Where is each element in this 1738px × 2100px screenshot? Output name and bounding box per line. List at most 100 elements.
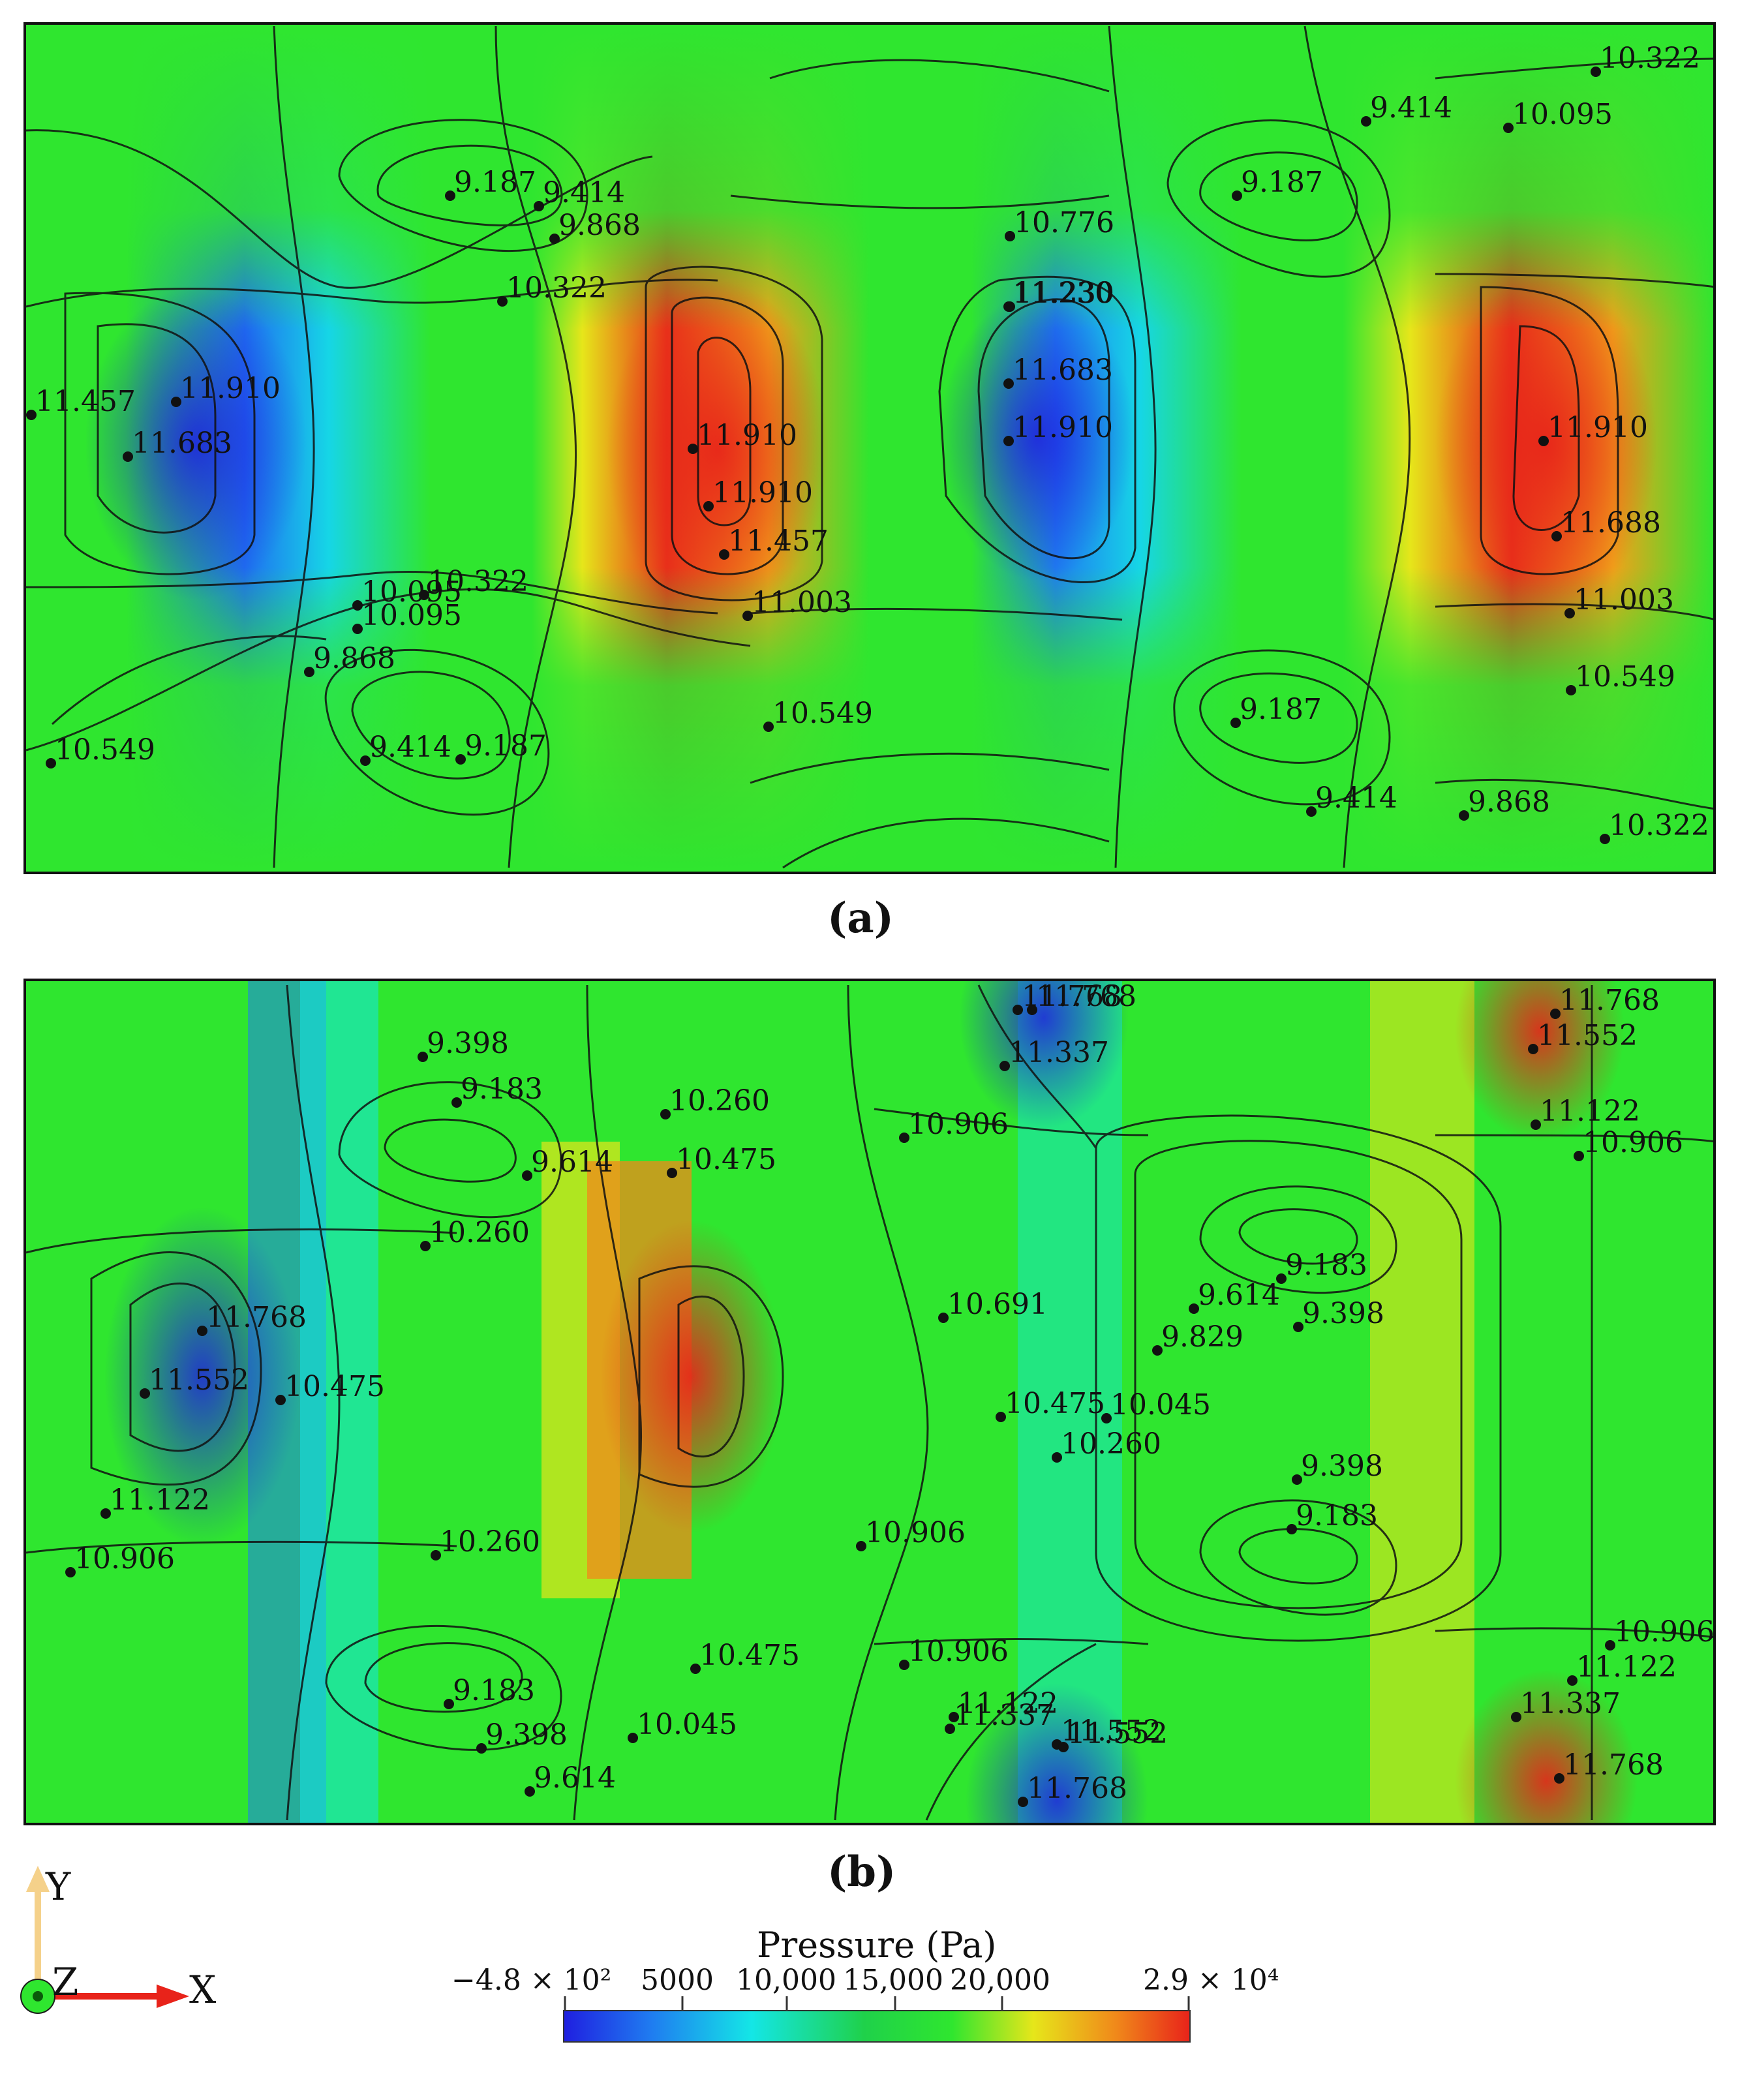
contour-label-dot — [667, 1168, 677, 1178]
contour-label: 10.322 — [506, 271, 607, 305]
contour-label: 11.552 — [1067, 1717, 1168, 1750]
contour-label-dot — [534, 201, 544, 211]
colorbar-max-label: 2.9 × 10⁴ — [1143, 1964, 1279, 1997]
colorbar-tick-10000: 10,000 — [736, 1964, 836, 1997]
contour-label: 10.549 — [1575, 660, 1675, 693]
contour-label: 11.230 — [1013, 277, 1113, 310]
contour-label-dot — [1052, 1452, 1062, 1463]
contour-label: 11.768 — [1027, 1772, 1127, 1805]
contour-label: 11.122 — [958, 1687, 1058, 1720]
panel-b-contour-labels: 9.398 9.183 10.260 9.614 10.475 10.260 11.768 1… — [65, 980, 1715, 1807]
y-axis-arrowhead — [26, 1866, 50, 1892]
contour-label: 11.910 — [1547, 411, 1648, 444]
contour-label-dot — [1459, 810, 1469, 821]
contour-label: 10.475 — [699, 1639, 800, 1672]
contour-label-dot — [1605, 1640, 1615, 1651]
contour-label: 9.614 — [534, 1761, 616, 1795]
contour-label-dot — [1230, 718, 1241, 728]
contour-label: 10.475 — [676, 1143, 776, 1176]
contour-label: 10.095 — [1512, 98, 1613, 131]
contour-label-dot — [1531, 1119, 1541, 1130]
contour-label-dot — [171, 397, 181, 407]
contour-label-dot — [1292, 1474, 1302, 1485]
contour-label: 9.868 — [558, 209, 641, 242]
contour-label-dot — [419, 590, 429, 600]
contour-label-dot — [1306, 806, 1317, 817]
contour-label: 11.768 — [206, 1301, 307, 1334]
contour-label-dot — [1554, 1773, 1564, 1784]
contour-label-dot — [945, 1724, 955, 1734]
contour-label-dot — [999, 1061, 1010, 1071]
contour-label: 11.003 — [1574, 583, 1674, 616]
panel-b-streamlines — [25, 984, 1715, 1821]
contour-label-dot — [46, 758, 56, 768]
contour-label-dot — [1600, 834, 1610, 844]
contour-label-dot — [549, 234, 560, 244]
contour-label: 9.829 — [1161, 1320, 1243, 1354]
contour-label-dot — [1013, 1005, 1023, 1015]
contour-label: 9.398 — [485, 1718, 568, 1752]
contour-label: 10.095 — [361, 575, 462, 609]
colorbar-title: Pressure (Pa) — [757, 1925, 997, 1966]
contour-label-dot — [197, 1326, 207, 1336]
contour-label: 11.910 — [1013, 411, 1113, 444]
contour-label-dot — [445, 190, 455, 201]
contour-label-dot — [431, 1550, 441, 1560]
contour-label-dot — [899, 1133, 909, 1143]
contour-label-dot — [1018, 1797, 1028, 1807]
contour-label: 10.776 — [1014, 206, 1114, 239]
contour-label-dot — [1293, 1322, 1304, 1332]
contour-label-dot — [123, 451, 133, 462]
contour-label-dot — [1550, 1009, 1561, 1019]
contour-label-dot — [1276, 1273, 1287, 1284]
contour-label-dot — [525, 1786, 535, 1797]
contour-label: 9.414 — [369, 731, 451, 764]
contour-label: 11.122 — [110, 1484, 210, 1517]
contour-label-dot — [1551, 531, 1562, 541]
contour-label: 10.475 — [1005, 1387, 1105, 1420]
contour-label-dot — [304, 667, 314, 677]
contour-label-dot — [1566, 685, 1576, 695]
contour-label: 11.337 — [1520, 1687, 1621, 1720]
contour-label-dot — [703, 501, 714, 511]
contour-label: 10.045 — [1110, 1388, 1211, 1422]
contour-label: 10.322 — [1600, 42, 1700, 75]
contour-label-dot — [418, 1052, 428, 1062]
contour-label: 11.688 — [1561, 506, 1661, 540]
colorbar-min-label: −4.8 × 10² — [451, 1964, 612, 1997]
contour-label: 10.776 — [1014, 206, 1114, 239]
contour-label-dot — [1538, 436, 1549, 446]
contour-label: 11.337 — [954, 1699, 1054, 1732]
contour-label: 11.337 — [1009, 1036, 1109, 1069]
contour-label-dot — [26, 410, 37, 420]
contour-label: 10.906 — [865, 1516, 966, 1549]
contour-label: 10.045 — [637, 1708, 737, 1741]
contour-label-dot — [1101, 1413, 1112, 1423]
contour-label: 9.868 — [313, 642, 395, 675]
contour-label-dot — [996, 1412, 1006, 1422]
colorbar-tick-15000: 15,000 — [843, 1964, 943, 1997]
contour-label-dot — [1005, 231, 1015, 241]
contour-label-dot — [899, 1660, 909, 1670]
contour-label: 9.398 — [427, 1027, 509, 1060]
contour-label: 10.549 — [55, 733, 155, 767]
contour-label-dot — [1564, 608, 1575, 618]
contour-label: 10.260 — [669, 1084, 770, 1118]
contour-label: 10.549 — [772, 697, 873, 730]
contour-label: 11.768 — [1559, 984, 1660, 1017]
contour-label: 11.230 — [1014, 277, 1114, 310]
contour-label-dot — [451, 1097, 462, 1108]
contour-label-dot — [444, 1699, 454, 1709]
contour-label: 9.414 — [1370, 91, 1452, 125]
contour-label: 9.187 — [454, 166, 536, 199]
contour-label-dot — [1027, 1005, 1037, 1015]
colorbar — [563, 1996, 1191, 2043]
contour-label: 9.183 — [1296, 1499, 1378, 1532]
contour-label: 9.414 — [543, 176, 625, 209]
contour-label: 9.398 — [1302, 1297, 1384, 1330]
contour-label: 10.260 — [440, 1525, 540, 1559]
panel-a-plot: 9.187 9.4149.86810.32210.77611.23011.4571… — [23, 22, 1716, 874]
contour-label-dot — [1003, 436, 1014, 446]
contour-label: 11.910 — [180, 372, 281, 405]
